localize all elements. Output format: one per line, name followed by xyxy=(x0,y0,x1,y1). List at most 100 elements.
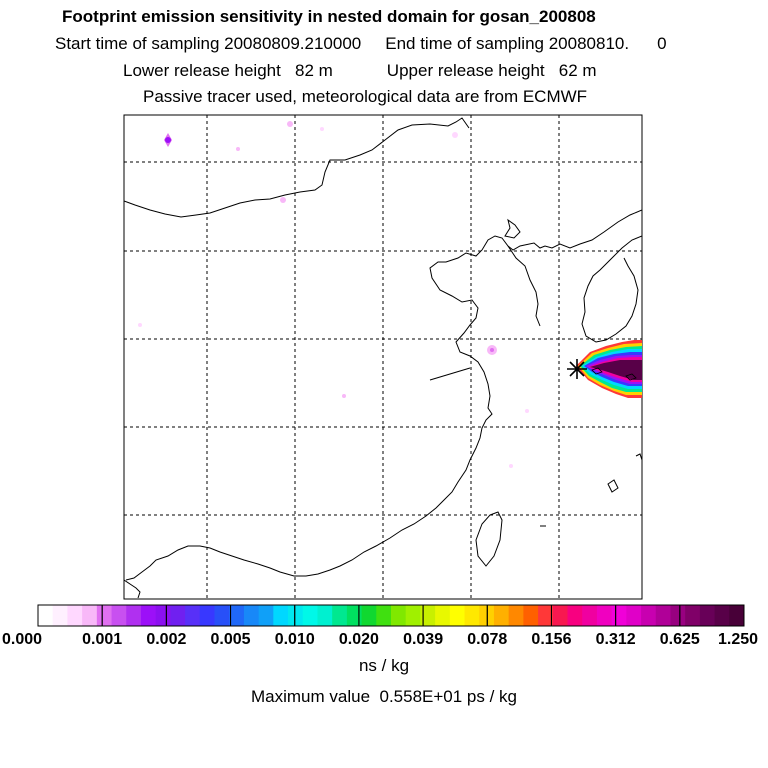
gulf-coast xyxy=(124,579,141,599)
release-height-line: Lower release height 82 m Upper release h… xyxy=(123,61,597,81)
colorbar-cell xyxy=(596,605,613,626)
sensitivity-spot xyxy=(280,197,286,203)
colorbar-cell xyxy=(714,605,730,626)
colorbar: 0.000 0.001 0.002 0.005 0.010 0.020 0.039 0.078… xyxy=(2,604,758,648)
colorbar-tick-label: 0.005 xyxy=(211,631,251,648)
colorbar-cell xyxy=(67,605,83,626)
colorbar-cell xyxy=(302,605,318,626)
plume-contour xyxy=(591,367,603,375)
sensitivity-spot xyxy=(236,147,240,151)
colorbar-cell xyxy=(288,605,304,626)
sensitivity-spot xyxy=(525,409,529,413)
sensitivity-spot xyxy=(342,394,346,398)
colorbar-cell xyxy=(155,605,171,626)
colorbar-tick-label: 0.020 xyxy=(339,631,379,648)
mongolia-border xyxy=(124,117,470,218)
colorbar-unit: ns / kg xyxy=(358,656,410,675)
colorbar-cell xyxy=(582,605,598,626)
map-contents xyxy=(124,115,642,599)
colorbar-cell xyxy=(626,605,642,626)
colorbar-cell xyxy=(332,605,348,626)
maximum-value: 0.558E+01 ps / kg xyxy=(379,687,518,706)
colorbar-cell xyxy=(464,605,480,626)
colorbar-cell xyxy=(523,605,539,626)
end-time-value: 20080810. xyxy=(548,34,630,53)
tracer-note: Passive tracer used, meteorological data… xyxy=(143,87,588,106)
colorbar-cell xyxy=(641,605,657,626)
colorbar-cell xyxy=(199,605,215,626)
colorbar-cell xyxy=(449,605,465,626)
plume-contour xyxy=(625,373,637,381)
colorbar-tick-label: 1.250 xyxy=(718,631,758,648)
korean-peninsula xyxy=(581,235,642,343)
colorbar-cell xyxy=(361,605,377,626)
upper-height-label: Upper release height xyxy=(386,61,545,80)
colorbar-cell xyxy=(243,605,260,626)
colorbar-cell xyxy=(685,605,701,626)
colorbar-tick-label: 0.625 xyxy=(660,631,700,648)
plume-footprint xyxy=(576,340,642,398)
colorbar-cell xyxy=(729,605,745,626)
colorbar-cell xyxy=(655,605,671,626)
colorbar-cell xyxy=(538,605,554,626)
colorbar-tick-label: 0.078 xyxy=(467,631,507,648)
colorbar-cell xyxy=(552,605,568,626)
colorbar-cell xyxy=(82,605,98,626)
colorbar-cell xyxy=(258,605,274,626)
colorbar-cell xyxy=(126,605,142,626)
colorbar-segment-border xyxy=(679,604,745,627)
end-time-suffix: 0 xyxy=(657,34,667,53)
colorbar-cell xyxy=(420,605,436,626)
colorbar-cell xyxy=(508,605,524,626)
lat-lon-grid xyxy=(124,115,642,599)
colorbar-tick-label: 0.010 xyxy=(275,631,315,648)
colorbar-cell xyxy=(611,605,627,626)
colorbar-cell xyxy=(229,605,245,626)
colorbar-cell xyxy=(140,605,157,626)
release-point-star-icon xyxy=(567,359,587,379)
sensitivity-spot xyxy=(165,137,171,143)
colorbar-cell xyxy=(567,605,583,626)
sensitivity-spot xyxy=(320,127,324,131)
sensitivity-spot xyxy=(138,323,142,327)
colorbar-tick-label: 0.039 xyxy=(403,631,443,648)
colorbar-cell xyxy=(214,605,230,626)
maximum-value-line: Maximum value 0.558E+01 ps / kg xyxy=(0,687,768,707)
ryukyu-island xyxy=(635,453,642,461)
lower-height-value: 82 m xyxy=(295,61,333,80)
colorbar-cell xyxy=(391,605,407,626)
upper-height-value: 62 m xyxy=(558,61,597,80)
korea-china-border xyxy=(507,245,541,327)
sensitivity-spot xyxy=(452,132,458,138)
sensitivity-spot xyxy=(287,121,293,127)
colorbar-cell xyxy=(52,605,68,626)
colorbar-cell xyxy=(346,605,362,626)
sampling-time-line: Start time of sampling 20080809.210000 En… xyxy=(55,34,667,54)
colorbar-cell xyxy=(405,605,421,626)
colorbar-cell xyxy=(699,605,715,626)
colorbar-tick-label: 0.312 xyxy=(596,631,636,648)
sensitivity-spot xyxy=(509,464,513,468)
plot-title: Footprint emission sensitivity in nested… xyxy=(62,7,596,26)
end-time-label: End time of sampling xyxy=(385,34,544,53)
yangtze-coast xyxy=(429,367,471,381)
colorbar-tick-label: 0.002 xyxy=(146,631,186,648)
colorbar-cell xyxy=(185,605,201,626)
liaodong-peninsula xyxy=(504,218,521,239)
sensitivity-spots xyxy=(138,121,529,468)
colorbar-cell xyxy=(96,605,112,626)
start-time-label: Start time of sampling xyxy=(55,34,220,53)
maximum-value-label: Maximum value xyxy=(250,687,371,706)
sensitivity-spot xyxy=(490,348,494,352)
colorbar-tick-label: 0.001 xyxy=(82,631,122,648)
colorbar-cell xyxy=(317,605,333,626)
colorbar-cell xyxy=(435,605,451,626)
colorbar-cell xyxy=(38,605,54,626)
colorbar-cell xyxy=(670,605,686,626)
colorbar-cell xyxy=(493,605,510,626)
colorbar-cell xyxy=(111,605,127,626)
china-coastline xyxy=(125,209,642,581)
colorbar-tick-label: 0.000 xyxy=(2,631,42,648)
lower-height-label: Lower release height xyxy=(123,61,281,80)
